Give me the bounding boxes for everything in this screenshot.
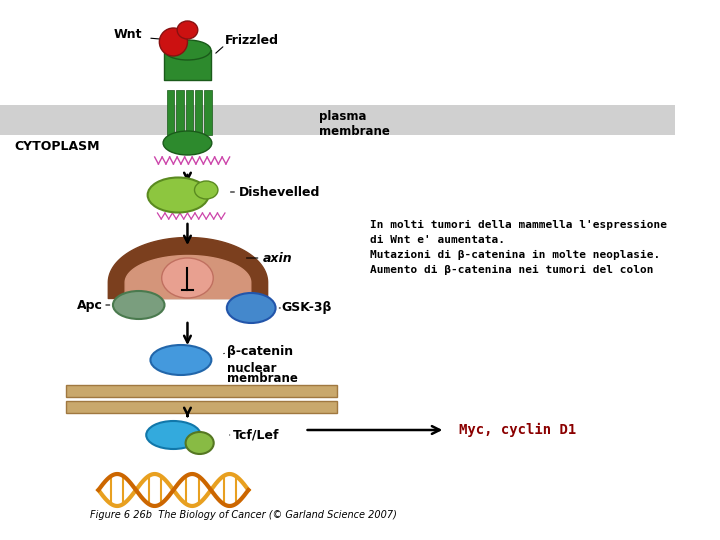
Text: Myc, cyclin D1: Myc, cyclin D1 (459, 423, 577, 437)
Ellipse shape (164, 40, 211, 60)
Text: Tcf/Lef: Tcf/Lef (233, 429, 279, 442)
Ellipse shape (186, 432, 214, 454)
Ellipse shape (194, 181, 218, 199)
Ellipse shape (150, 345, 212, 375)
Bar (204, 90, 212, 135)
Text: Dishevelled: Dishevelled (239, 186, 320, 199)
Text: Frizzled: Frizzled (225, 33, 279, 46)
Ellipse shape (177, 21, 198, 39)
Bar (167, 90, 174, 135)
Text: GSK-3β: GSK-3β (282, 301, 332, 314)
Bar (164, 50, 211, 80)
Ellipse shape (162, 258, 213, 298)
Text: Wnt: Wnt (114, 29, 143, 42)
Ellipse shape (148, 178, 209, 213)
Bar (195, 90, 202, 135)
Ellipse shape (227, 293, 276, 323)
Text: Figure 6 26b  The Biology of Cancer (© Garland Science 2007): Figure 6 26b The Biology of Cancer (© Ga… (90, 510, 397, 520)
Ellipse shape (163, 131, 212, 155)
Bar (176, 90, 184, 135)
Text: plasma
membrane: plasma membrane (319, 110, 390, 138)
Ellipse shape (159, 28, 187, 56)
Bar (66, 385, 338, 397)
Text: nuclear: nuclear (227, 361, 276, 375)
Bar (186, 90, 193, 135)
Text: CYTOPLASM: CYTOPLASM (14, 140, 99, 153)
Text: membrane: membrane (227, 372, 297, 384)
Ellipse shape (113, 291, 164, 319)
Text: axin: axin (263, 252, 292, 265)
Bar (0, 105, 675, 135)
Text: β-catenin: β-catenin (227, 346, 293, 359)
Ellipse shape (146, 421, 201, 449)
Text: Apc: Apc (77, 299, 103, 312)
Text: In molti tumori della mammella l'espressione
di Wnt e' aumentata.
Mutazioni di β: In molti tumori della mammella l'espress… (370, 220, 667, 274)
Bar (66, 401, 338, 413)
